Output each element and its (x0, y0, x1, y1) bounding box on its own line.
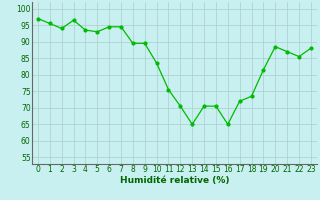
X-axis label: Humidité relative (%): Humidité relative (%) (120, 176, 229, 185)
